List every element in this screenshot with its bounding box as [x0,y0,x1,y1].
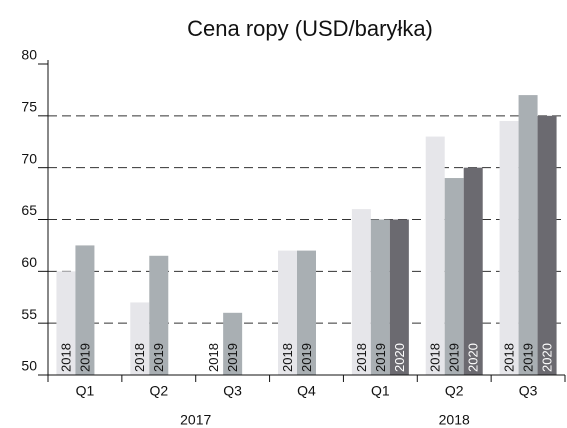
bar [518,95,538,375]
bar-label: 2019 [521,343,536,372]
chart-title: Cena ropy (USD/baryłka) [187,16,433,41]
bar-label: 2020 [540,343,555,372]
y-tick-label: 65 [21,202,37,218]
bar [56,271,76,375]
x-tick-label: Q1 [76,383,95,399]
bar-label: 2019 [225,343,240,372]
bar [278,250,297,375]
y-tick-label: 75 [21,99,37,115]
y-tick-label: 55 [21,306,37,322]
y-tick-label: 50 [21,358,37,374]
group-label: 2018 [439,412,470,428]
bar-label: 2020 [392,343,407,372]
x-tick-label: Q3 [519,383,538,399]
bar-label: 2020 [466,343,481,372]
bar-label: 2019 [373,343,388,372]
bar-label: 2019 [151,343,166,372]
bar [463,167,483,375]
bar [297,250,316,375]
x-tick-label: Q1 [371,383,390,399]
bar [75,245,95,375]
bar-label: 2018 [280,343,295,372]
bar [537,115,557,375]
x-tick-label: Q4 [297,383,316,399]
bar [444,178,464,375]
bar-label: 2018 [58,343,73,372]
group-label: 2017 [180,412,211,428]
bar [223,312,243,375]
bar [499,121,519,376]
bar [370,219,390,375]
x-tick-label: Q3 [223,383,242,399]
x-tick-label: Q2 [149,383,168,399]
y-tick-label: 70 [21,150,37,166]
bar [425,136,445,375]
y-tick-label: 60 [21,254,37,270]
bar-label: 2019 [447,343,462,372]
bar-label: 2019 [77,343,92,372]
bar-label: 2018 [428,343,443,372]
bar [130,302,150,375]
bar-label: 2018 [132,343,147,372]
bar-label: 2019 [299,343,314,372]
bar-label: 2018 [206,343,221,372]
bar [351,209,371,375]
bar-label: 2018 [354,343,369,372]
bar-label: 2018 [502,343,517,372]
y-tick-label: 80 [21,47,37,63]
bar [149,255,169,375]
bar [389,219,409,375]
x-tick-label: Q2 [445,383,464,399]
